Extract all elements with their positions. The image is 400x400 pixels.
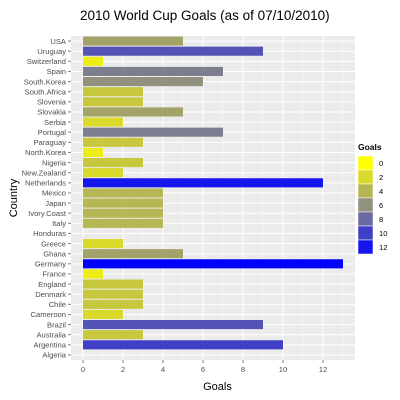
y-tick-label: Paraguay — [33, 138, 66, 147]
legend-key — [357, 211, 374, 227]
x-tick-label: 0 — [81, 365, 85, 374]
bar-italy — [83, 218, 163, 228]
y-tick-label: Algeria — [42, 351, 66, 360]
legend-label: 0 — [379, 159, 383, 168]
y-tick-label: Brazil — [47, 320, 66, 329]
bar-japan — [83, 198, 163, 208]
legend-label: 4 — [379, 187, 383, 196]
bar-south-africa — [83, 87, 143, 97]
bar-ghana — [83, 249, 183, 259]
bar-mexico — [83, 188, 163, 198]
legend-label: 10 — [379, 229, 387, 238]
bar-france — [83, 269, 103, 279]
y-tick-label: Ghana — [43, 249, 67, 258]
y-tick-label: New.Zealand — [22, 168, 66, 177]
bar-australia — [83, 330, 143, 340]
bar-nigeria — [83, 158, 143, 168]
legend-key — [357, 183, 374, 199]
y-tick-label: North.Korea — [25, 148, 67, 157]
bar-cameroon — [83, 309, 123, 319]
y-tick-label: France — [42, 270, 66, 279]
y-tick-label: Denmark — [35, 290, 66, 299]
bar-serbia — [83, 117, 123, 127]
bar-uruguay — [83, 46, 263, 56]
y-tick-label: Slovakia — [37, 108, 66, 117]
y-tick-label: Cameroon — [31, 310, 66, 319]
bar-portugal — [83, 127, 223, 137]
bar-germany — [83, 259, 343, 269]
x-tick-label: 4 — [161, 365, 165, 374]
bar-brazil — [83, 320, 263, 330]
y-tick-label: Spain — [47, 67, 66, 76]
bar-argentina — [83, 340, 283, 350]
legend-title: Goals — [358, 142, 382, 152]
bar-spain — [83, 66, 223, 76]
bar-greece — [83, 239, 123, 249]
y-tick-label: USA — [50, 37, 67, 46]
y-tick-label: Greece — [41, 239, 66, 248]
legend-label: 6 — [379, 201, 383, 210]
x-tick-label: 8 — [241, 365, 245, 374]
y-tick-label: Argentina — [33, 341, 66, 350]
x-axis-title: Goals — [203, 381, 232, 393]
y-axis-title: Country — [8, 178, 20, 218]
chart-title: 2010 World Cup Goals (as of 07/10/2010) — [80, 8, 330, 23]
y-tick-label: Slovenia — [37, 98, 67, 107]
y-tick-label: Serbia — [44, 118, 67, 127]
x-tick-label: 2 — [121, 365, 125, 374]
legend-label: 12 — [379, 243, 387, 252]
y-tick-label: Japan — [45, 199, 66, 208]
bar-new-zealand — [83, 168, 123, 178]
legend-key — [357, 197, 374, 213]
y-tick-label: Australia — [36, 330, 66, 339]
y-tick-label: Portugal — [38, 128, 67, 137]
y-tick-label: Honduras — [33, 229, 66, 238]
bar-chile — [83, 299, 143, 309]
legend-key — [357, 225, 374, 241]
x-tick-label: 6 — [201, 365, 205, 374]
bar-netherlands — [83, 178, 323, 188]
bar-north-korea — [83, 147, 103, 157]
y-tick-label: South.Africa — [25, 87, 67, 96]
y-tick-label: Nigeria — [42, 158, 67, 167]
bar-slovenia — [83, 97, 143, 107]
y-tick-label: Ivory.Coast — [28, 209, 67, 218]
bar-paraguay — [83, 137, 143, 147]
legend-key — [357, 155, 374, 171]
legend-label: 2 — [379, 173, 383, 182]
bar-england — [83, 279, 143, 289]
y-tick-label: Uruguay — [37, 47, 66, 56]
x-tick-label: 10 — [279, 365, 287, 374]
bar-switzerland — [83, 56, 103, 66]
x-tick-label: 12 — [319, 365, 327, 374]
y-tick-label: Switzerland — [27, 57, 66, 66]
legend-label: 8 — [379, 215, 383, 224]
y-tick-label: Mexico — [42, 189, 66, 198]
y-tick-label: Chile — [49, 300, 66, 309]
bar-slovakia — [83, 107, 183, 117]
legend-key — [357, 239, 374, 255]
y-tick-label: Germany — [35, 260, 66, 269]
y-tick-label: England — [38, 280, 66, 289]
y-tick-label: South.Korea — [24, 77, 67, 86]
bar-south-korea — [83, 77, 203, 87]
bar-usa — [83, 36, 183, 46]
legend-key — [357, 169, 374, 185]
bar-denmark — [83, 289, 143, 299]
y-tick-label: Netherlands — [25, 179, 66, 188]
bar-ivory-coast — [83, 208, 163, 218]
y-tick-label: Italy — [52, 219, 66, 228]
